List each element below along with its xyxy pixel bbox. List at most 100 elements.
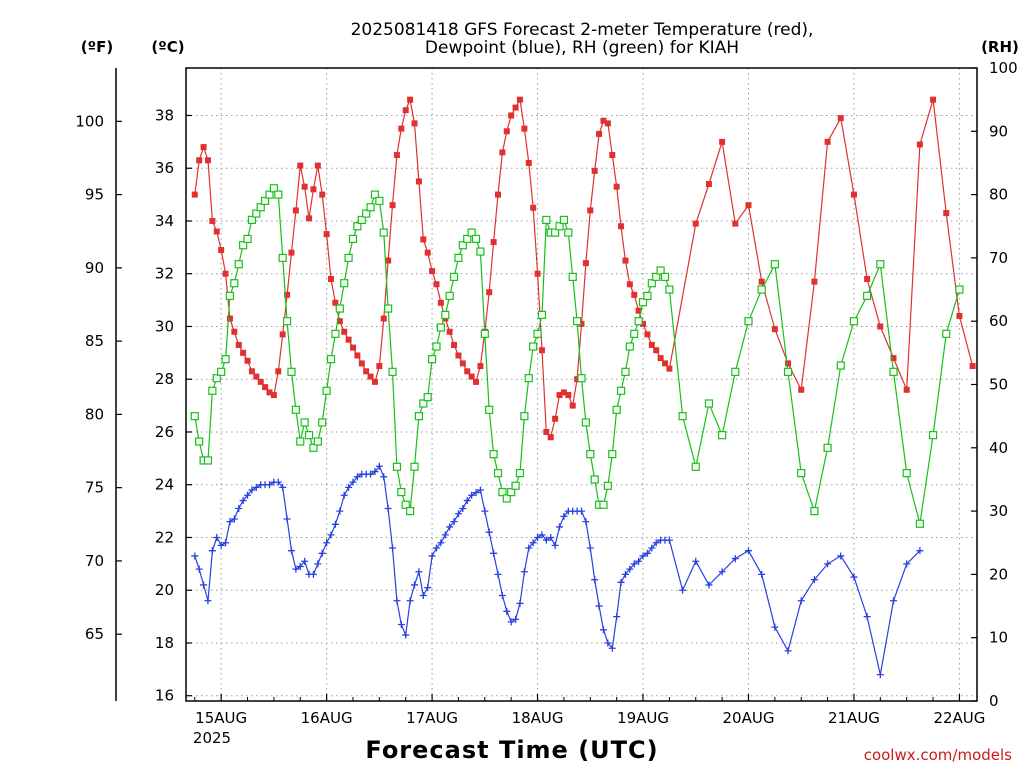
data-point bbox=[543, 428, 550, 435]
data-point bbox=[692, 557, 700, 565]
data-point bbox=[322, 386, 331, 395]
data-point bbox=[195, 437, 204, 446]
series-line bbox=[194, 97, 974, 439]
data-point bbox=[622, 257, 629, 264]
data-point bbox=[524, 374, 533, 383]
data-point bbox=[265, 190, 274, 199]
data-point bbox=[481, 507, 489, 515]
data-point bbox=[797, 597, 805, 605]
data-point bbox=[296, 437, 305, 446]
celsius-tick-label: 18 bbox=[155, 634, 174, 652]
data-point bbox=[538, 531, 546, 539]
data-point bbox=[494, 570, 502, 578]
data-point bbox=[600, 117, 607, 124]
data-point bbox=[591, 576, 599, 584]
data-point bbox=[502, 494, 511, 503]
data-point bbox=[340, 279, 349, 288]
data-point bbox=[608, 644, 616, 652]
data-point bbox=[785, 360, 792, 367]
data-point bbox=[486, 289, 493, 296]
data-point bbox=[459, 504, 467, 512]
data-point bbox=[771, 623, 779, 631]
data-point bbox=[625, 342, 634, 351]
data-point bbox=[274, 190, 283, 199]
data-point bbox=[590, 475, 599, 484]
data-point bbox=[955, 285, 964, 294]
series-1 bbox=[191, 462, 924, 679]
data-point bbox=[621, 367, 630, 376]
data-point bbox=[837, 552, 845, 560]
data-point bbox=[551, 541, 559, 549]
data-point bbox=[424, 249, 431, 256]
data-point bbox=[454, 510, 462, 518]
data-point bbox=[367, 373, 374, 380]
data-point bbox=[530, 204, 537, 211]
celsius-tick-label: 32 bbox=[155, 265, 174, 283]
celsius-tick-label: 20 bbox=[155, 581, 174, 599]
data-point bbox=[458, 241, 467, 250]
data-point bbox=[323, 231, 330, 238]
data-point bbox=[464, 368, 471, 375]
data-point bbox=[436, 323, 445, 332]
data-point bbox=[209, 217, 216, 224]
data-point bbox=[916, 141, 923, 148]
data-point bbox=[511, 481, 520, 490]
data-point bbox=[890, 355, 897, 362]
celsius-tick-label: 36 bbox=[155, 159, 174, 177]
data-point bbox=[609, 152, 616, 159]
data-point bbox=[454, 253, 463, 262]
data-point bbox=[208, 547, 216, 555]
data-point bbox=[630, 560, 638, 568]
data-point bbox=[240, 349, 247, 356]
chart-title-line1: 2025081418 GFS Forecast 2-meter Temperat… bbox=[351, 20, 814, 40]
data-point bbox=[635, 307, 642, 314]
data-point bbox=[191, 191, 198, 198]
data-point bbox=[429, 268, 436, 275]
data-point bbox=[626, 281, 633, 288]
data-point bbox=[213, 228, 220, 235]
data-point bbox=[757, 285, 766, 294]
data-point bbox=[402, 107, 409, 114]
data-point bbox=[375, 462, 383, 470]
data-point bbox=[731, 367, 740, 376]
data-point bbox=[304, 431, 314, 440]
data-point bbox=[420, 236, 427, 243]
data-point bbox=[648, 341, 655, 348]
data-point bbox=[367, 470, 375, 478]
fahrenheit-tick-label: 95 bbox=[85, 186, 104, 204]
data-point bbox=[520, 568, 528, 576]
data-point bbox=[560, 512, 568, 520]
data-point bbox=[652, 539, 660, 547]
data-point bbox=[850, 191, 857, 198]
data-point bbox=[660, 272, 670, 281]
data-point bbox=[265, 481, 273, 489]
data-point bbox=[647, 279, 656, 288]
data-point bbox=[556, 523, 564, 531]
fahrenheit-axis-unit: (ºF) bbox=[81, 38, 113, 56]
data-point bbox=[503, 607, 511, 615]
data-point bbox=[542, 536, 550, 544]
data-point bbox=[415, 178, 422, 185]
data-point bbox=[732, 220, 739, 227]
celsius-axis-unit: (ºC) bbox=[151, 38, 184, 56]
data-point bbox=[516, 599, 524, 607]
data-point bbox=[191, 552, 199, 560]
data-point bbox=[547, 533, 555, 541]
data-point bbox=[274, 478, 282, 486]
data-point bbox=[371, 468, 379, 476]
data-point bbox=[942, 329, 951, 338]
data-point bbox=[744, 547, 752, 555]
data-point bbox=[758, 570, 766, 578]
data-point bbox=[515, 469, 525, 478]
data-point bbox=[314, 162, 321, 169]
data-point bbox=[824, 138, 831, 145]
rh-tick-label: 80 bbox=[989, 186, 1008, 204]
data-point bbox=[397, 488, 406, 497]
data-point bbox=[235, 341, 242, 348]
data-point bbox=[253, 373, 260, 380]
data-point bbox=[345, 483, 353, 491]
data-point bbox=[574, 376, 581, 383]
data-point bbox=[283, 515, 291, 523]
data-point bbox=[691, 462, 700, 471]
x-tick-label: 21AUG bbox=[828, 709, 880, 727]
